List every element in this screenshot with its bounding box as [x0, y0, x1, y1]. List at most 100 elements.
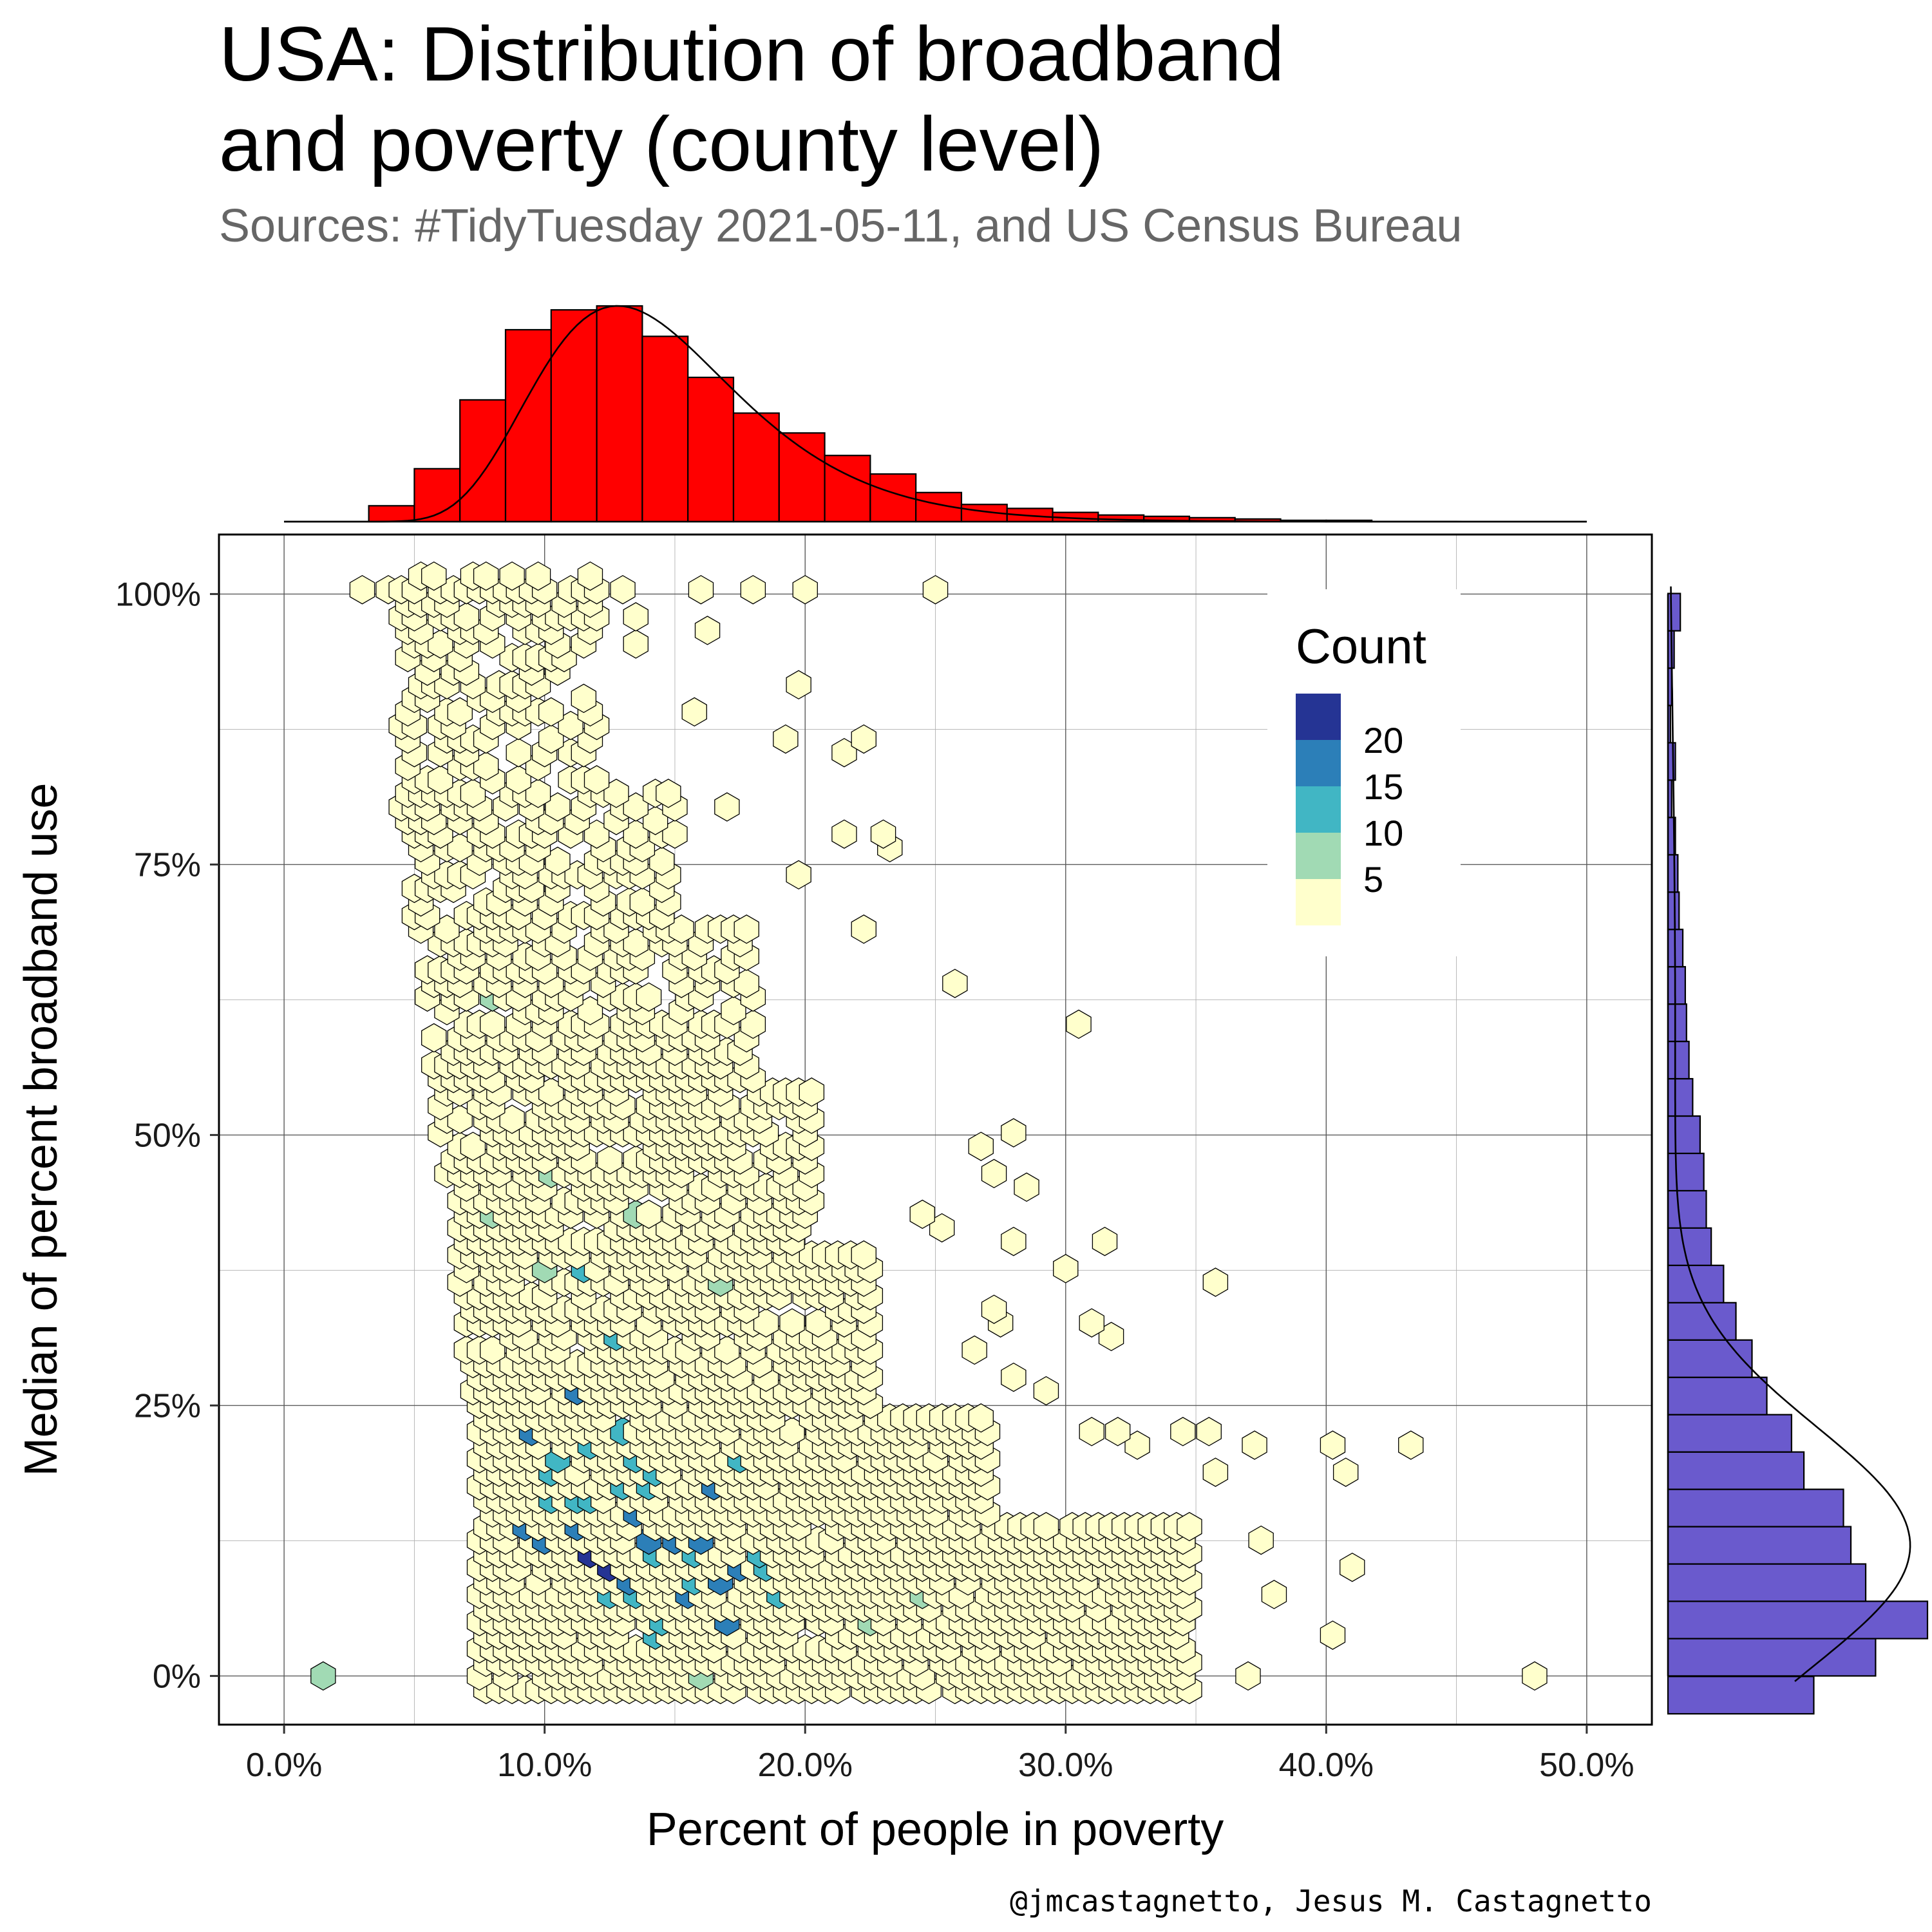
hexbin-cell [1001, 1362, 1027, 1392]
right-histogram-bar [1667, 1376, 1768, 1416]
legend-color-key [1296, 786, 1341, 833]
hexbin-cell [525, 561, 551, 591]
y-axis-title: Median of percent broadband use [15, 783, 67, 1477]
top-histogram [284, 305, 1587, 523]
right-histogram-bar [1667, 1152, 1705, 1192]
top-histogram-bar [641, 336, 689, 523]
hexbin-cell [1033, 1376, 1059, 1406]
hexbin-cell [786, 670, 811, 700]
x-axis-title: Percent of people in poverty [647, 1804, 1224, 1855]
hexbin-cell [1202, 1457, 1229, 1487]
hexbin-cell [421, 561, 447, 591]
hexbin-cell [714, 792, 740, 822]
right-histogram-bar [1667, 1563, 1867, 1602]
hexbin-cell [1340, 1552, 1365, 1582]
hexbin-cell [1177, 1511, 1202, 1542]
legend-color-key [1296, 694, 1341, 740]
x-tick-label: 40.0% [1279, 1747, 1374, 1784]
hexbin-cell [1170, 1417, 1196, 1446]
hexbin-layer [310, 561, 1548, 1705]
chart-title-line-2: and poverty (county level) [219, 101, 1104, 187]
hexbin-cell [1242, 1430, 1267, 1460]
right-histogram-bar [1667, 1414, 1793, 1453]
legend-title: Count [1296, 620, 1426, 674]
hexbin-cell [851, 914, 876, 944]
hexbin-cell [583, 765, 610, 795]
hexbin-cell [597, 1145, 623, 1175]
hexbin-cell [610, 574, 636, 605]
right-histogram-bar [1667, 891, 1680, 931]
right-histogram-bar [1667, 742, 1676, 781]
hexbin-cell [792, 574, 818, 605]
x-tick-label: 0.0% [246, 1747, 323, 1784]
right-histogram-bar [1667, 1003, 1687, 1043]
legend-label: 5 [1363, 859, 1383, 900]
top-histogram-bar [732, 412, 780, 523]
top-histogram-bar [824, 455, 871, 523]
y-tick-label: 50% [134, 1117, 201, 1154]
right-density-curve [1670, 586, 1911, 1682]
right-histogram-bar [1667, 1600, 1929, 1640]
legend-color-key [1296, 833, 1341, 879]
hexbin-cell [681, 697, 707, 727]
right-histogram-bar [1667, 966, 1686, 1005]
y-tick-label: 75% [134, 846, 201, 884]
hexbin-cell [968, 1403, 994, 1433]
chart-subtitle: Sources: #TidyTuesday 2021-05-11, and US… [219, 200, 1462, 252]
legend-label: 15 [1363, 766, 1403, 807]
hexbin-cell [1248, 1525, 1274, 1555]
hexbin-cell [851, 724, 876, 754]
top-histogram-bar [550, 309, 598, 523]
hexbin-cell [1320, 1620, 1346, 1650]
right-histogram [1667, 586, 1929, 1715]
hexbin-cell [473, 561, 499, 591]
hexbin-cell [1079, 1308, 1104, 1338]
x-tick-label: 50.0% [1539, 1747, 1634, 1784]
hexbin-cell [831, 819, 857, 849]
hexbin-cell [773, 724, 799, 754]
hexbin-cell [1261, 1580, 1287, 1609]
hexbin-cell [922, 574, 949, 605]
hexbin-cell [506, 737, 531, 768]
right-histogram-bar [1667, 592, 1681, 632]
hexbin-cell [577, 561, 603, 591]
legend-label: 20 [1363, 720, 1403, 761]
right-histogram-bar [1667, 854, 1679, 893]
hexbin-cell [1079, 1417, 1104, 1446]
right-histogram-bar [1667, 1451, 1805, 1490]
caption: @jmcastagnetto, Jesus M. Castagnetto [1010, 1884, 1652, 1918]
right-histogram-bar [1667, 1488, 1844, 1528]
hexbin-cell [1320, 1430, 1346, 1460]
y-axis: 0% 25% 50% 75% 100% [115, 576, 219, 1695]
plot-border [218, 533, 1653, 1726]
hexbin-cell [1001, 1118, 1027, 1148]
hexbin-cell [1235, 1661, 1261, 1691]
top-histogram-bar [504, 328, 552, 523]
plot-panel [218, 533, 1653, 1726]
hexbin-cell [1066, 1009, 1092, 1039]
top-histogram-bar [687, 376, 735, 523]
legend: Count 20 15 10 5 [1267, 589, 1461, 956]
right-histogram-bar [1667, 1638, 1877, 1677]
hexbin-cell [636, 982, 662, 1012]
right-histogram-bar [1667, 1264, 1725, 1303]
top-histogram-bar [459, 399, 507, 523]
chart-title-line-1: USA: Distribution of broadband [219, 11, 1284, 97]
y-tick-label: 100% [115, 576, 201, 613]
hexbin-cell [786, 860, 811, 890]
top-histogram-bar [413, 468, 461, 523]
hexbin-cell [1398, 1430, 1424, 1460]
right-histogram-bar [1667, 1227, 1712, 1266]
x-tick-label: 10.0% [497, 1747, 592, 1784]
legend-color-key [1296, 740, 1341, 786]
hexbin-cell [870, 819, 896, 849]
y-tick-label: 0% [153, 1658, 201, 1695]
legend-color-key [1296, 879, 1341, 925]
hexbin-cell [1092, 1226, 1118, 1256]
hexbin-cell [694, 616, 721, 645]
top-histogram-bar [368, 505, 415, 523]
x-tick-label: 20.0% [758, 1747, 853, 1784]
hexbin-cell [734, 914, 759, 944]
right-histogram-bar [1667, 1189, 1707, 1229]
